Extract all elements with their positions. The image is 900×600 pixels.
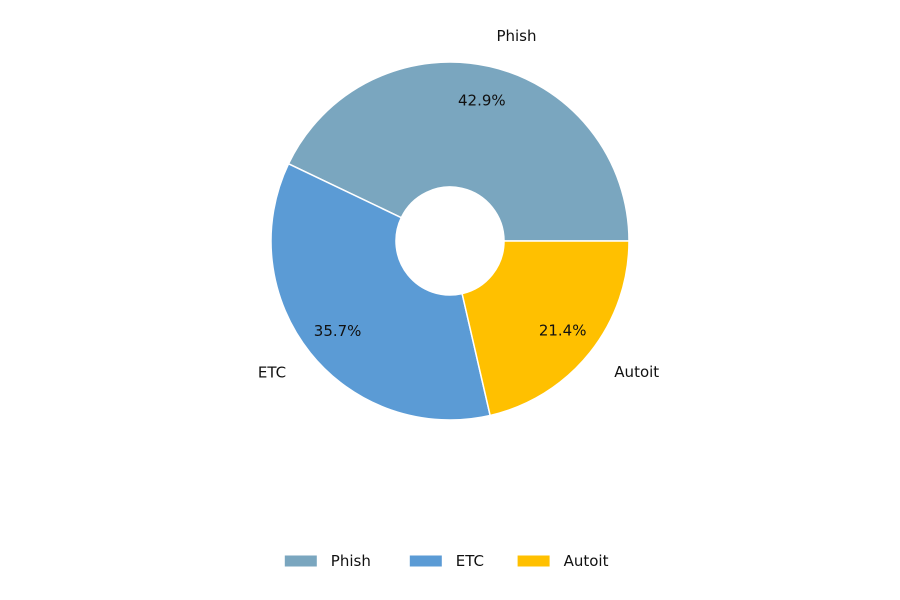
legend-swatch-etc [409,555,442,567]
category-label-autoit: Autoit [614,363,659,381]
legend-item-phish: Phish [284,552,371,570]
percent-label-etc: 35.7% [314,322,362,340]
slice-autoit [461,240,630,417]
slice-labels: 42.9% Phish 35.7% ETC 21.4% Autoit [258,27,659,381]
donut-slices [270,61,630,421]
legend-label-etc: ETC [456,552,484,570]
percent-label-phish: 42.9% [458,92,506,110]
category-label-etc: ETC [258,363,286,381]
legend-item-etc: ETC [409,552,484,570]
legend-swatch-phish [284,555,317,567]
slice-phish [287,61,630,242]
legend-label-autoit: Autoit [564,552,609,570]
legend-label-phish: Phish [331,552,371,570]
percent-label-autoit: 21.4% [539,322,587,340]
category-label-phish: Phish [496,27,536,45]
legend-swatch-autoit [517,555,550,567]
legend-item-autoit: Autoit [517,552,609,570]
slice-etc [270,162,492,421]
chart-legend: Phish ETC Autoit [284,552,609,570]
